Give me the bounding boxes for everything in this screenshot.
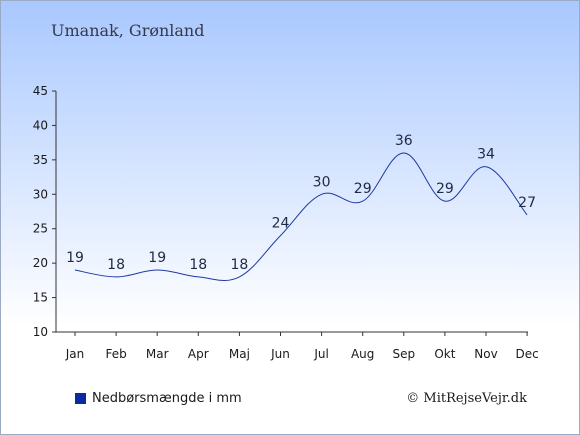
data-label: 19 (66, 250, 84, 266)
copyright-text: © MitRejseVejr.dk (406, 391, 527, 406)
legend: Nedbørsmængde i mm (75, 391, 242, 406)
y-tick-label: 40 (33, 118, 48, 132)
data-label: 34 (477, 147, 495, 163)
data-label: 19 (148, 250, 166, 266)
chart-title: Umanak, Grønland (51, 21, 205, 40)
y-tick-label: 30 (33, 187, 48, 201)
precipitation-line (74, 152, 528, 282)
data-labels: 19 18 19 18 18 24 30 29 36 29 34 27 (66, 133, 536, 273)
x-tick-label: Aug (351, 347, 374, 361)
legend-swatch (75, 393, 86, 404)
data-label: 36 (395, 133, 413, 149)
y-tick-label: 15 (33, 291, 48, 305)
data-label: 18 (189, 257, 207, 273)
x-tick-label: Feb (105, 347, 126, 361)
data-label: 18 (230, 257, 248, 273)
x-tick-label: Dec (515, 347, 538, 361)
x-tick-label: Jan (65, 347, 85, 361)
x-tick-label: Jun (270, 347, 290, 361)
y-tick-label: 10 (33, 325, 48, 339)
x-tick-label: Jul (313, 347, 328, 361)
legend-label: Nedbørsmængde i mm (92, 391, 242, 406)
chart-axes (55, 91, 528, 333)
data-label: 29 (354, 181, 372, 197)
y-tick-label: 20 (33, 256, 48, 270)
data-label: 24 (272, 216, 290, 232)
x-tick-label: Mar (146, 347, 169, 361)
y-tick-label: 45 (33, 84, 48, 98)
x-tick-label: Nov (474, 347, 497, 361)
data-label: 27 (518, 195, 536, 211)
data-label: 18 (107, 257, 125, 273)
x-tick-label: Maj (229, 347, 250, 361)
chart-ticks: 10 15 20 25 30 35 40 45 Jan Feb Mar Apr Maj Jun Jul Aug… (33, 84, 539, 361)
y-tick-label: 35 (33, 153, 48, 167)
data-label: 30 (313, 174, 331, 190)
x-tick-label: Sep (392, 347, 415, 361)
data-label: 29 (436, 181, 454, 197)
x-tick-label: Apr (188, 347, 209, 361)
y-tick-label: 25 (33, 222, 48, 236)
x-tick-label: Okt (434, 347, 455, 361)
